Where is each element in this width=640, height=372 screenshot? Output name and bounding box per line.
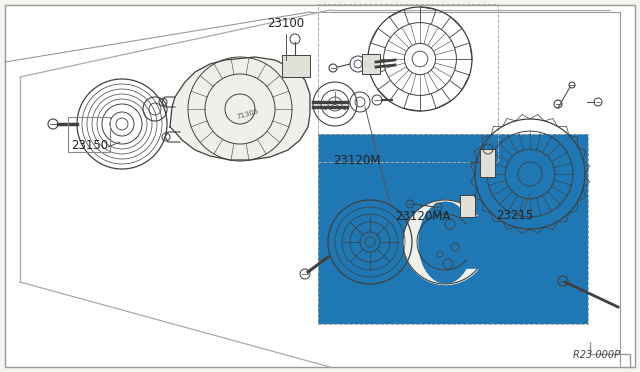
Bar [362,54,380,74]
Bar [318,4,498,162]
Text: 23120M: 23120M [333,154,380,167]
Text: 23150: 23150 [72,139,109,152]
Text: 23120MA: 23120MA [395,210,451,223]
Bar [68,117,110,152]
Text: 23215: 23215 [497,209,534,222]
Bar [460,195,475,217]
Polygon shape [170,57,310,160]
Text: 71305: 71305 [236,108,260,120]
Text: 23100: 23100 [268,17,305,30]
Bar [282,55,310,77]
Bar [480,149,495,177]
Bar [318,134,588,324]
Bar [318,134,588,324]
Text: R23 000P: R23 000P [573,350,620,360]
